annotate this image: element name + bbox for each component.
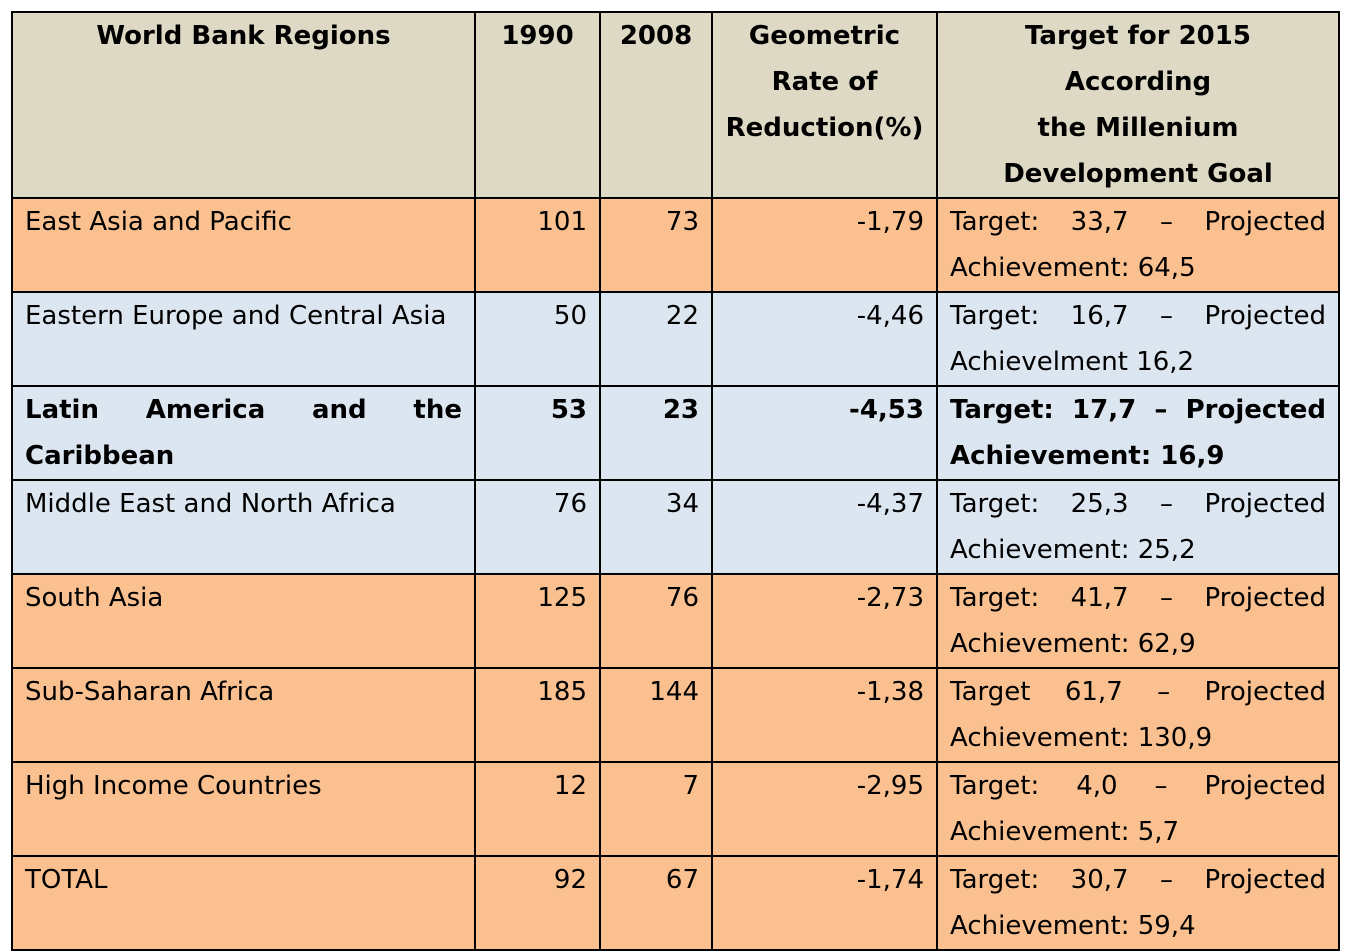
cell-2008: 7 [599, 761, 713, 857]
table-row: Middle East and North Africa 76 34 -4,37 Tar… [11, 479, 1340, 575]
header-target-line-3: Development Goal [1003, 159, 1273, 189]
table-row: Eastern Europe and Central Asia 50 22 -4,46… [11, 291, 1340, 387]
cell-rate: -4,37 [711, 479, 938, 575]
cell-1990: 12 [474, 761, 601, 857]
cell-region: Eastern Europe and Central Asia [11, 291, 476, 387]
cell-2008: 22 [599, 291, 713, 387]
cell-rate: -2,95 [711, 761, 938, 857]
header-target: Target for 2015 According the Millenium … [936, 11, 1340, 199]
cell-2008: 76 [599, 573, 713, 669]
cell-region: High Income Countries [11, 761, 476, 857]
cell-1990: 125 [474, 573, 601, 669]
cell-2008: 34 [599, 479, 713, 575]
header-rate: Geometric Rate of Reduction(%) [711, 11, 938, 199]
header-target-line-1: Target for 2015 According [1025, 21, 1251, 97]
header-1990: 1990 [474, 11, 601, 199]
cell-target: Target: 16,7 – Projected Achievelment 16… [936, 291, 1340, 387]
table-row: TOTAL 92 67 -1,74 Target: 30,7 – Projected A… [11, 855, 1340, 951]
cell-target: Target: 30,7 – Projected Achievement: 59… [936, 855, 1340, 951]
mortality-table: World Bank Regions 1990 2008 Geometric R… [11, 11, 1340, 951]
cell-region: South Asia [11, 573, 476, 669]
cell-region: East Asia and Pacific [11, 197, 476, 293]
table-row: East Asia and Pacific 101 73 -1,79 Target: 3… [11, 197, 1340, 293]
header-region: World Bank Regions [11, 11, 476, 199]
header-rate-line-1: Geometric [748, 21, 901, 51]
cell-rate: -4,53 [711, 385, 938, 481]
cell-target: Target: 4,0 – Projected Achievement: 5,7 [936, 761, 1340, 857]
cell-region: Middle East and North Africa [11, 479, 476, 575]
cell-1990: 50 [474, 291, 601, 387]
cell-target: Target: 33,7 – Projected Achievement: 64… [936, 197, 1340, 293]
header-2008: 2008 [599, 11, 713, 199]
table-row: South Asia 125 76 -2,73 Target: 41,7 – Proje… [11, 573, 1340, 669]
cell-rate: -4,46 [711, 291, 938, 387]
cell-1990: 185 [474, 667, 601, 763]
cell-target: Target: 41,7 – Projected Achievement: 62… [936, 573, 1340, 669]
header-rate-line-3: Reduction(%) [725, 113, 924, 143]
cell-1990: 101 [474, 197, 601, 293]
table-row: Sub-Saharan Africa 185 144 -1,38 Target 61,7… [11, 667, 1340, 763]
cell-2008: 73 [599, 197, 713, 293]
cell-target: Target: 17,7 – Projected Achievement: 16… [936, 385, 1340, 481]
cell-region: Latin America and the Caribbean [11, 385, 476, 481]
cell-rate: -1,38 [711, 667, 938, 763]
cell-region: Sub-Saharan Africa [11, 667, 476, 763]
cell-1990: 76 [474, 479, 601, 575]
cell-region: TOTAL [11, 855, 476, 951]
table-row: High Income Countries 12 7 -2,95 Target: 4,0… [11, 761, 1340, 857]
cell-2008: 67 [599, 855, 713, 951]
table-container: World Bank Regions 1990 2008 Geometric R… [11, 11, 1340, 951]
header-rate-line-2: Rate of [771, 67, 878, 97]
cell-target: Target: 25,3 – Projected Achievement: 25… [936, 479, 1340, 575]
cell-1990: 92 [474, 855, 601, 951]
cell-1990: 53 [474, 385, 601, 481]
cell-rate: -1,79 [711, 197, 938, 293]
cell-2008: 23 [599, 385, 713, 481]
cell-target: Target 61,7 – Projected Achievement: 130… [936, 667, 1340, 763]
cell-rate: -1,74 [711, 855, 938, 951]
cell-rate: -2,73 [711, 573, 938, 669]
header-row: World Bank Regions 1990 2008 Geometric R… [11, 11, 1340, 199]
cell-2008: 144 [599, 667, 713, 763]
header-target-line-2: the Millenium [1037, 113, 1239, 143]
table-row: Latin America and the Caribbean 53 23 -4,53… [11, 385, 1340, 481]
